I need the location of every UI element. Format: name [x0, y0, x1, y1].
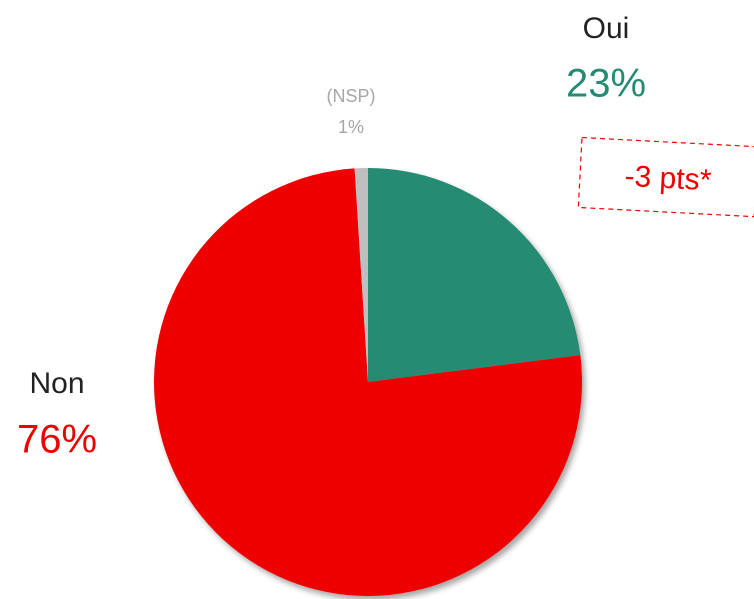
value-label: 76% [17, 418, 97, 462]
pie [154, 168, 582, 596]
value-label: 1% [338, 117, 364, 137]
category-label: (NSP) [327, 86, 376, 106]
annotation: -3 pts* [577, 136, 754, 218]
category-label: Non [29, 367, 84, 400]
slice [354, 168, 368, 382]
slice [154, 168, 582, 596]
slice [368, 168, 581, 382]
value-label: 23% [566, 62, 646, 106]
annotation-text: -3 pts* [624, 160, 713, 198]
annotation-box [577, 136, 754, 218]
category-label: Oui [583, 12, 630, 45]
